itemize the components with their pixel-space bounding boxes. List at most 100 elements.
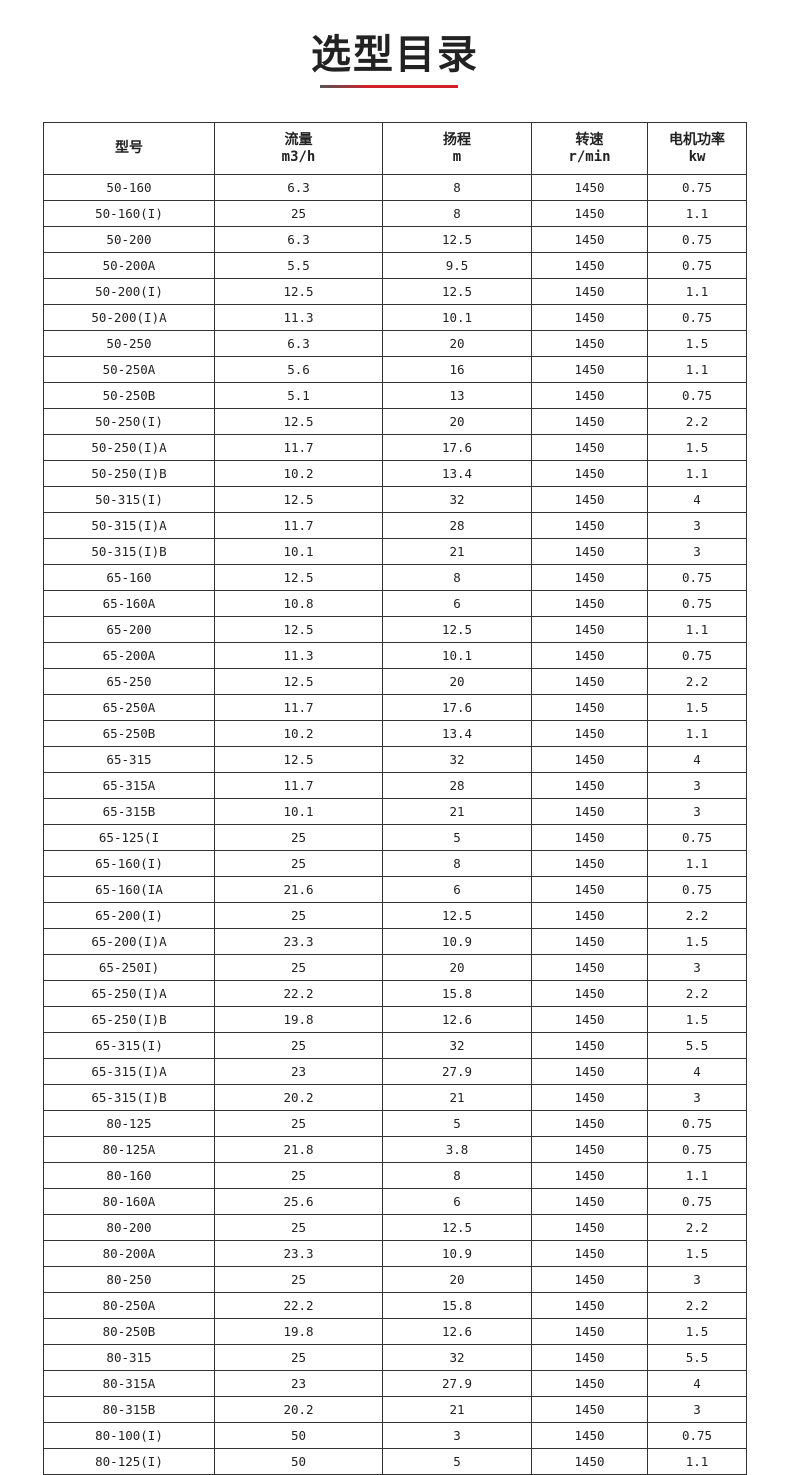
table-cell: 12.5 bbox=[382, 1214, 532, 1241]
table-row: 50-315(I) 12.5 32 1450 4 bbox=[43, 486, 747, 513]
table-cell: 12.5 bbox=[214, 746, 383, 773]
table-cell: 1450 bbox=[531, 174, 648, 201]
table-row: 65-200A 11.3 10.1 1450 0.75 bbox=[43, 642, 747, 669]
table-cell: 50-315(I) bbox=[43, 486, 215, 513]
table-cell: 19.8 bbox=[214, 1318, 383, 1345]
table-cell: 25 bbox=[214, 954, 383, 981]
table-row: 80-100(I) 50 3 1450 0.75 bbox=[43, 1422, 747, 1449]
table-cell: 65-250I) bbox=[43, 954, 215, 981]
table-cell: 15.8 bbox=[382, 980, 532, 1007]
table-cell: 20 bbox=[382, 1266, 532, 1293]
table-cell: 2.2 bbox=[647, 668, 747, 695]
table-cell: 1450 bbox=[531, 1084, 648, 1111]
table-cell: 12.5 bbox=[382, 226, 532, 253]
table-cell: 0.75 bbox=[647, 1188, 747, 1215]
table-cell: 0.75 bbox=[647, 564, 747, 591]
column-header: 流量 m3/h bbox=[214, 122, 383, 175]
table-cell: 10.9 bbox=[382, 1240, 532, 1267]
table-cell: 65-200(I)A bbox=[43, 928, 215, 955]
table-cell: 1450 bbox=[531, 1058, 648, 1085]
table-cell: 13.4 bbox=[382, 460, 532, 487]
table-cell: 28 bbox=[382, 772, 532, 799]
table-cell: 1450 bbox=[531, 304, 648, 331]
table-cell: 1.1 bbox=[647, 720, 747, 747]
table-cell: 65-160 bbox=[43, 564, 215, 591]
table-cell: 0.75 bbox=[647, 1422, 747, 1449]
table-cell: 80-100(I) bbox=[43, 1422, 215, 1449]
table-cell: 17.6 bbox=[382, 694, 532, 721]
table-cell: 1450 bbox=[531, 226, 648, 253]
table-cell: 0.75 bbox=[647, 642, 747, 669]
column-name: 转速 bbox=[575, 131, 604, 148]
table-cell: 1450 bbox=[531, 798, 648, 825]
table-row: 65-250A 11.7 17.6 1450 1.5 bbox=[43, 694, 747, 721]
table-row: 65-160A 10.8 6 1450 0.75 bbox=[43, 590, 747, 617]
table-cell: 1450 bbox=[531, 590, 648, 617]
table-cell: 1.5 bbox=[647, 1318, 747, 1345]
table-cell: 6 bbox=[382, 876, 532, 903]
table-cell: 12.6 bbox=[382, 1318, 532, 1345]
table-cell: 65-160(I) bbox=[43, 850, 215, 877]
table-cell: 1450 bbox=[531, 1110, 648, 1137]
table-cell: 1450 bbox=[531, 824, 648, 851]
table-cell: 50-250A bbox=[43, 356, 215, 383]
table-row: 50-250(I) 12.5 20 1450 2.2 bbox=[43, 408, 747, 435]
table-row: 65-250 12.5 20 1450 2.2 bbox=[43, 668, 747, 695]
table-cell: 0.75 bbox=[647, 174, 747, 201]
table-cell: 0.75 bbox=[647, 1110, 747, 1137]
table-cell: 25 bbox=[214, 902, 383, 929]
table-cell: 5.5 bbox=[214, 252, 383, 279]
table-cell: 2.2 bbox=[647, 1292, 747, 1319]
table-cell: 65-315B bbox=[43, 798, 215, 825]
table-cell: 1.1 bbox=[647, 460, 747, 487]
table-cell: 21 bbox=[382, 1084, 532, 1111]
table-cell: 19.8 bbox=[214, 1006, 383, 1033]
table-cell: 3 bbox=[647, 1266, 747, 1293]
table-cell: 10.9 bbox=[382, 928, 532, 955]
table-cell: 5.1 bbox=[214, 382, 383, 409]
table-cell: 10.8 bbox=[214, 590, 383, 617]
table-cell: 4 bbox=[647, 1058, 747, 1085]
table-cell: 3 bbox=[647, 1084, 747, 1111]
header-row: 型号 流量 m3/h 扬程 m 转速 r/min 电机功率 kw bbox=[43, 122, 747, 175]
table-cell: 1.1 bbox=[647, 356, 747, 383]
table-cell: 32 bbox=[382, 1344, 532, 1371]
table-row: 65-315 12.5 32 1450 4 bbox=[43, 746, 747, 773]
table-cell: 1450 bbox=[531, 1266, 648, 1293]
column-header: 扬程 m bbox=[382, 122, 532, 175]
table-cell: 2.2 bbox=[647, 1214, 747, 1241]
table-row: 80-125(I) 50 5 1450 1.1 bbox=[43, 1448, 747, 1475]
table-cell: 2.2 bbox=[647, 902, 747, 929]
table-row: 65-160 12.5 8 1450 0.75 bbox=[43, 564, 747, 591]
table-cell: 1.1 bbox=[647, 1448, 747, 1475]
table-cell: 1450 bbox=[531, 1344, 648, 1371]
table-cell: 1450 bbox=[531, 694, 648, 721]
table-cell: 8 bbox=[382, 200, 532, 227]
table-cell: 12.5 bbox=[382, 902, 532, 929]
table-row: 65-315B 10.1 21 1450 3 bbox=[43, 798, 747, 825]
column-unit: r/min bbox=[568, 148, 611, 165]
table-cell: 21 bbox=[382, 798, 532, 825]
table-cell: 11.7 bbox=[214, 772, 383, 799]
table-row: 80-200 25 12.5 1450 2.2 bbox=[43, 1214, 747, 1241]
table-cell: 4 bbox=[647, 1370, 747, 1397]
table-cell: 13 bbox=[382, 382, 532, 409]
table-row: 65-315(I)B 20.2 21 1450 3 bbox=[43, 1084, 747, 1111]
table-cell: 0.75 bbox=[647, 824, 747, 851]
table-cell: 21 bbox=[382, 1396, 532, 1423]
column-header: 型号 bbox=[43, 122, 215, 175]
table-row: 65-200(I)A 23.3 10.9 1450 1.5 bbox=[43, 928, 747, 955]
table-cell: 1.5 bbox=[647, 1240, 747, 1267]
table-cell: 3 bbox=[647, 798, 747, 825]
table-row: 65-200(I) 25 12.5 1450 2.2 bbox=[43, 902, 747, 929]
title: 选型目录 bbox=[311, 32, 479, 78]
table-cell: 5.5 bbox=[647, 1032, 747, 1059]
table-cell: 25 bbox=[214, 1162, 383, 1189]
table-cell: 65-250(I)B bbox=[43, 1006, 215, 1033]
table-cell: 1450 bbox=[531, 902, 648, 929]
table-cell: 12.5 bbox=[214, 616, 383, 643]
table-row: 80-250 25 20 1450 3 bbox=[43, 1266, 747, 1293]
table-cell: 1450 bbox=[531, 642, 648, 669]
table-cell: 9.5 bbox=[382, 252, 532, 279]
